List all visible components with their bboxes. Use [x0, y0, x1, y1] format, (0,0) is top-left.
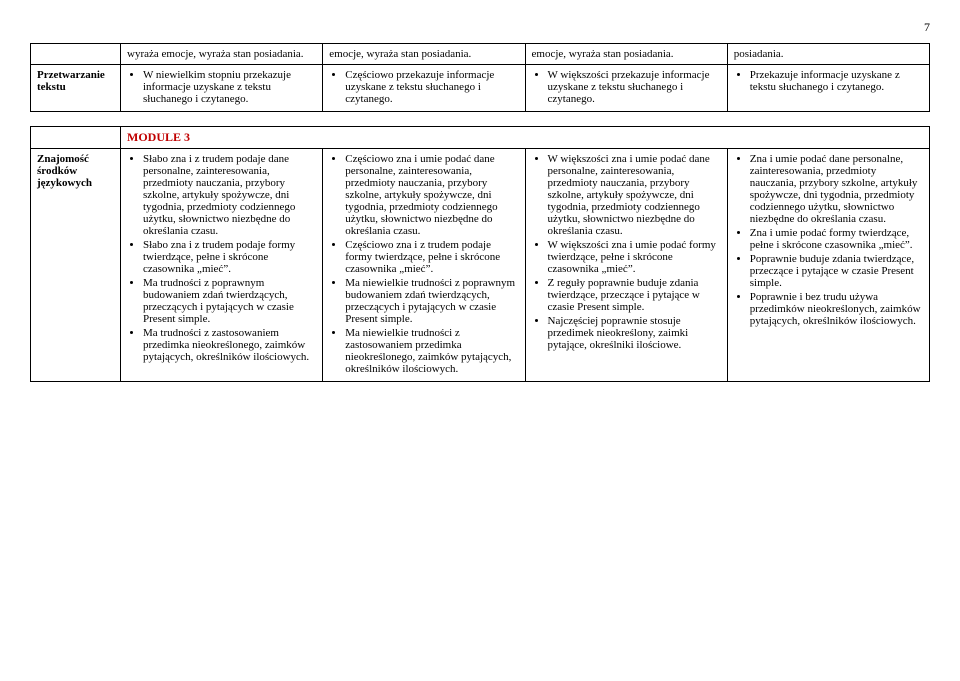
- cell: Zna i umie podać dane personalne, zainte…: [727, 149, 929, 382]
- bullet-list: Zna i umie podać dane personalne, zainte…: [734, 153, 923, 327]
- list-item: Częściowo zna i z trudem podaje formy tw…: [345, 239, 518, 275]
- list-item: Poprawnie i bez trudu używa przedimków n…: [750, 291, 923, 327]
- list-item: W większości zna i umie podać dane perso…: [548, 153, 721, 237]
- cell: wyraża emocje, wyraża stan posiadania.: [121, 44, 323, 65]
- list-item: W większości przekazuje informacje uzysk…: [548, 69, 721, 105]
- cell-label-empty: [31, 44, 121, 65]
- cell: W większości zna i umie podać dane perso…: [525, 149, 727, 382]
- list-item: Słabo zna i z trudem podaje formy twierd…: [143, 239, 316, 275]
- cell: Przekazuje informacje uzyskane z tekstu …: [727, 65, 929, 112]
- table-module: MODULE 3 Znajomość środków językowych Sł…: [30, 126, 930, 382]
- cell: Częściowo zna i umie podać dane personal…: [323, 149, 525, 382]
- bullet-list: Przekazuje informacje uzyskane z tekstu …: [734, 69, 923, 93]
- cell-empty: [31, 127, 121, 149]
- list-item: Ma niewielkie trudności z poprawnym budo…: [345, 277, 518, 325]
- table-row: wyraża emocje, wyraża stan posiadania. e…: [31, 44, 930, 65]
- list-item: Ma trudności z poprawnym budowaniem zdań…: [143, 277, 316, 325]
- cell: W niewielkim stopniu przekazuje informac…: [121, 65, 323, 112]
- list-item: Słabo zna i z trudem podaje dane persona…: [143, 153, 316, 237]
- cell: Słabo zna i z trudem podaje dane persona…: [121, 149, 323, 382]
- list-item: Z reguły poprawnie buduje zdania twierdz…: [548, 277, 721, 313]
- cell-label: Przetwarzanie tekstu: [31, 65, 121, 112]
- list-item: Poprawnie buduje zdania twierdzące, prze…: [750, 253, 923, 289]
- table-row: Znajomość środków językowych Słabo zna i…: [31, 149, 930, 382]
- table-row-heading: MODULE 3: [31, 127, 930, 149]
- list-item: Zna i umie podać formy twierdzące, pełne…: [750, 227, 923, 251]
- list-item: Częściowo przekazuje informacje uzyskane…: [345, 69, 518, 105]
- cell-label: Znajomość środków językowych: [31, 149, 121, 382]
- list-item: Najczęściej poprawnie stosuje przedimek …: [548, 315, 721, 351]
- list-item: W niewielkim stopniu przekazuje informac…: [143, 69, 316, 105]
- list-item: Przekazuje informacje uzyskane z tekstu …: [750, 69, 923, 93]
- list-item: Ma trudności z zastosowaniem przedimka n…: [143, 327, 316, 363]
- bullet-list: W większości zna i umie podać dane perso…: [532, 153, 721, 351]
- cell: posiadania.: [727, 44, 929, 65]
- list-item: Ma niewielkie trudności z zastosowaniem …: [345, 327, 518, 375]
- list-item: W większości zna i umie podać formy twie…: [548, 239, 721, 275]
- bullet-list: W niewielkim stopniu przekazuje informac…: [127, 69, 316, 105]
- bullet-list: Słabo zna i z trudem podaje dane persona…: [127, 153, 316, 363]
- bullet-list: Częściowo przekazuje informacje uzyskane…: [329, 69, 518, 105]
- module-heading: MODULE 3: [121, 127, 930, 149]
- page-number: 7: [30, 20, 930, 35]
- table-row: Przetwarzanie tekstu W niewielkim stopni…: [31, 65, 930, 112]
- table-top: wyraża emocje, wyraża stan posiadania. e…: [30, 43, 930, 112]
- cell: W większości przekazuje informacje uzysk…: [525, 65, 727, 112]
- cell: Częściowo przekazuje informacje uzyskane…: [323, 65, 525, 112]
- cell: emocje, wyraża stan posiadania.: [525, 44, 727, 65]
- bullet-list: Częściowo zna i umie podać dane personal…: [329, 153, 518, 375]
- cell: emocje, wyraża stan posiadania.: [323, 44, 525, 65]
- list-item: Zna i umie podać dane personalne, zainte…: [750, 153, 923, 225]
- list-item: Częściowo zna i umie podać dane personal…: [345, 153, 518, 237]
- bullet-list: W większości przekazuje informacje uzysk…: [532, 69, 721, 105]
